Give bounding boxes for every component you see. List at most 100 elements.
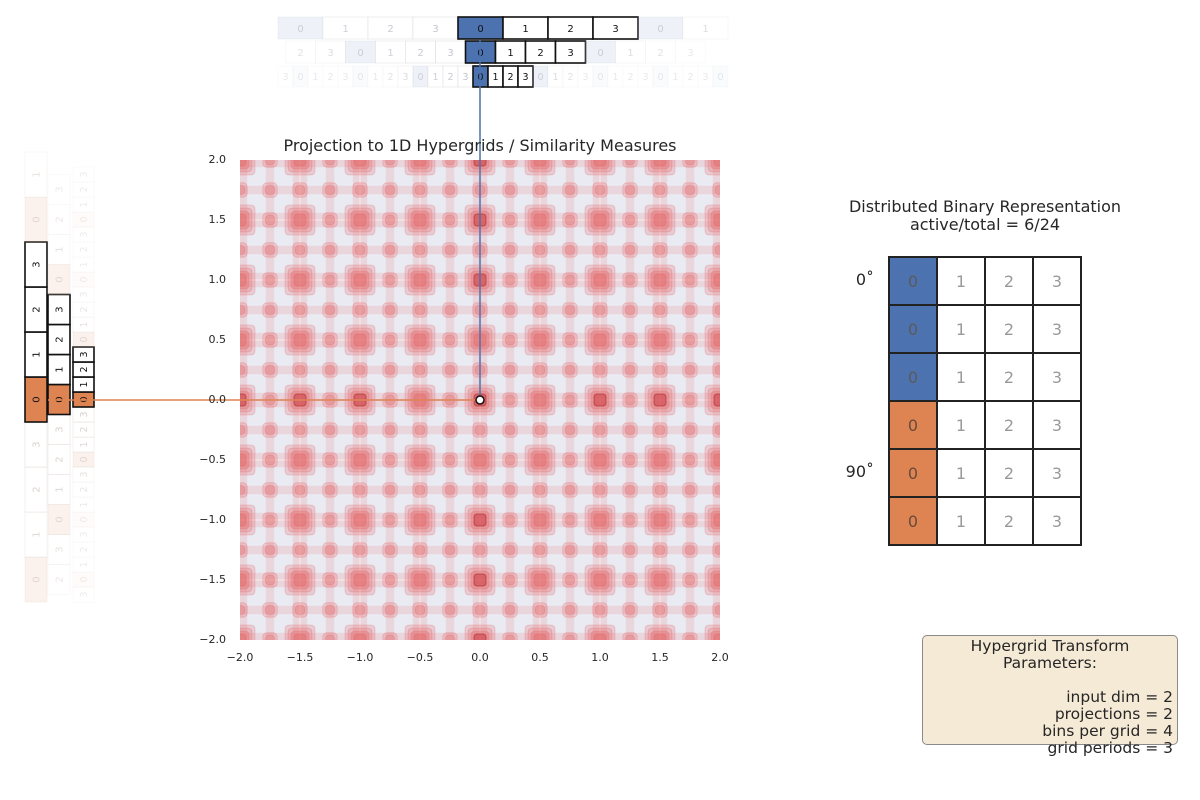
similarity-blob xyxy=(240,602,248,618)
similarity-blob xyxy=(442,362,458,378)
similarity-blob xyxy=(474,424,486,436)
similarity-blob xyxy=(472,422,488,438)
similarity-blob xyxy=(474,484,486,496)
similarity-blob xyxy=(714,604,720,616)
similarity-blob xyxy=(562,272,578,288)
similarity-blob xyxy=(650,510,670,530)
similarity-blob xyxy=(324,304,336,316)
similarity-blob xyxy=(587,627,613,640)
similarity-blob xyxy=(504,364,516,376)
similarity-blob xyxy=(564,160,576,166)
similarity-blob xyxy=(587,207,613,233)
similarity-blob xyxy=(264,544,276,556)
top-grid-bin-label: 0 xyxy=(597,48,603,59)
similarity-blob xyxy=(647,627,673,640)
similarity-blob xyxy=(592,542,608,558)
similarity-blob xyxy=(324,364,336,376)
similarity-blob xyxy=(240,510,250,530)
similarity-blob xyxy=(464,564,496,596)
similarity-blob xyxy=(240,482,248,498)
similarity-blob xyxy=(382,242,398,258)
similarity-band-horizontal xyxy=(240,572,720,588)
similarity-blob xyxy=(322,572,338,588)
similarity-band-horizontal xyxy=(240,485,720,495)
similarity-blob xyxy=(624,484,636,496)
similarity-blob xyxy=(562,182,578,198)
similarity-blob xyxy=(704,324,720,356)
similarity-blob xyxy=(410,570,430,590)
similarity-blob xyxy=(290,570,310,590)
similarity-blob xyxy=(650,450,670,470)
similarity-blob xyxy=(293,213,307,227)
similarity-blob xyxy=(292,242,308,258)
representation-cell: 0 xyxy=(888,400,938,450)
similarity-blob xyxy=(347,567,373,593)
similarity-blob xyxy=(240,210,250,230)
left-grid-bin-label: 2 xyxy=(79,426,90,432)
similarity-blob xyxy=(592,482,608,498)
similarity-blob xyxy=(647,267,673,293)
similarity-blob xyxy=(344,624,376,640)
similarity-blob xyxy=(382,182,398,198)
similarity-blob xyxy=(264,244,276,256)
similarity-blob xyxy=(590,630,610,640)
y-tick-label: −2.0 xyxy=(199,633,226,646)
similarity-blob xyxy=(504,484,516,496)
similarity-blob xyxy=(647,567,673,593)
similarity-blob xyxy=(352,182,368,198)
left-grid-bin-label: 2 xyxy=(32,306,43,312)
top-grid-bin xyxy=(337,65,354,88)
similarity-blob xyxy=(412,242,428,258)
similarity-blob xyxy=(527,160,553,173)
similarity-blob xyxy=(504,334,516,346)
similarity-blob xyxy=(264,364,276,376)
similarity-blob xyxy=(647,387,673,413)
similarity-blob xyxy=(382,332,398,348)
param-input-dim: input dim = 2 xyxy=(1066,688,1173,706)
similarity-blob xyxy=(444,184,456,196)
similarity-blob xyxy=(533,573,547,587)
representation-cell: 1 xyxy=(936,400,986,450)
similarity-blob xyxy=(240,507,253,533)
top-grid-bin-label: 1 xyxy=(672,72,678,83)
similarity-blob xyxy=(684,424,696,436)
similarity-blob xyxy=(284,564,316,596)
similarity-blob xyxy=(594,544,606,556)
similarity-blob xyxy=(530,330,550,350)
similarity-blob xyxy=(624,304,636,316)
similarity-blob xyxy=(592,242,608,258)
left-grid-bin-label: 2 xyxy=(55,336,66,342)
similarity-blob xyxy=(404,504,436,536)
similarity-blob xyxy=(240,573,247,587)
similarity-blob xyxy=(444,274,456,286)
left-grid-bin xyxy=(24,151,48,198)
similarity-band-horizontal xyxy=(240,632,720,640)
similarity-blob xyxy=(584,564,616,596)
similarity-blob xyxy=(652,302,668,318)
similarity-blob xyxy=(534,304,546,316)
top-grid-bin-label: 2 xyxy=(327,72,333,83)
top-grid-bin-label: 3 xyxy=(447,48,453,59)
similarity-blob xyxy=(502,602,518,618)
similarity-blob xyxy=(654,184,666,196)
similarity-blob xyxy=(322,272,338,288)
similarity-blob xyxy=(707,160,720,173)
similarity-blob xyxy=(593,273,607,287)
similarity-blob xyxy=(353,453,367,467)
similarity-blob xyxy=(527,327,553,353)
top-grid-bin-label: 2 xyxy=(687,72,693,83)
x-tick-label: −2.0 xyxy=(226,651,254,664)
similarity-blob xyxy=(384,544,396,556)
similarity-blob xyxy=(240,364,246,376)
similarity-blob xyxy=(414,484,426,496)
similarity-blob xyxy=(294,184,306,196)
similarity-blob xyxy=(704,384,720,416)
left-grid-bin xyxy=(72,346,95,363)
similarity-blob xyxy=(347,267,373,293)
similarity-blob xyxy=(562,160,578,168)
left-grid-bin-label: 0 xyxy=(79,516,90,522)
similarity-blob xyxy=(294,244,306,256)
similarity-blob xyxy=(592,182,608,198)
left-grid-bin-label: 1 xyxy=(79,561,90,567)
similarity-blob xyxy=(444,160,456,166)
